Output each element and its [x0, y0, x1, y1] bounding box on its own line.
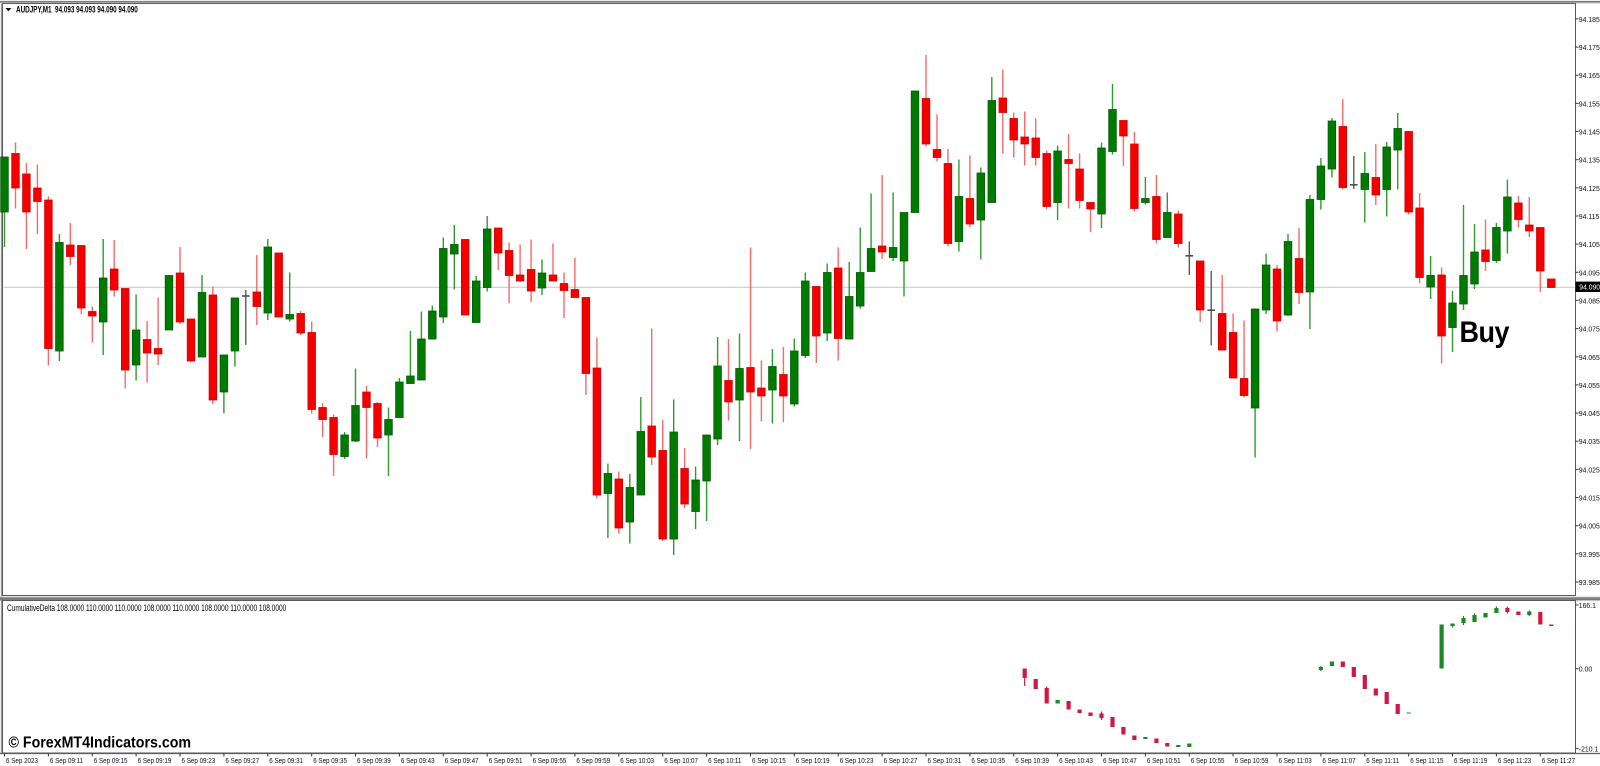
svg-text:6 Sep 10:59: 6 Sep 10:59: [1235, 758, 1269, 765]
svg-text:94.175: 94.175: [1579, 44, 1600, 52]
svg-text:6 Sep 10:03: 6 Sep 10:03: [620, 758, 654, 765]
svg-text:6 Sep 11:07: 6 Sep 11:07: [1322, 758, 1355, 765]
svg-text:6 Sep 11:11: 6 Sep 11:11: [1366, 758, 1399, 765]
svg-text:6 Sep 09:59: 6 Sep 09:59: [576, 758, 610, 765]
svg-text:94.145: 94.145: [1579, 128, 1600, 136]
svg-text:6 Sep 10:15: 6 Sep 10:15: [752, 758, 786, 765]
svg-text:94.155: 94.155: [1579, 100, 1600, 108]
svg-text:93.985: 93.985: [1579, 579, 1600, 587]
svg-text:94.065: 94.065: [1579, 354, 1600, 362]
svg-text:94.090: 94.090: [1579, 284, 1600, 291]
svg-text:6 Sep 11:03: 6 Sep 11:03: [1279, 758, 1312, 765]
svg-text:6 Sep 09:19: 6 Sep 09:19: [138, 758, 172, 765]
svg-text:6 Sep 11:27: 6 Sep 11:27: [1542, 758, 1575, 765]
svg-text:6 Sep 09:35: 6 Sep 09:35: [313, 758, 347, 765]
svg-text:6 Sep 09:47: 6 Sep 09:47: [445, 758, 479, 765]
svg-text:6 Sep 09:43: 6 Sep 09:43: [401, 758, 435, 765]
svg-text:Buy: Buy: [1460, 316, 1510, 350]
svg-text:6 Sep 11:15: 6 Sep 11:15: [1410, 758, 1443, 765]
svg-text:6 Sep 09:51: 6 Sep 09:51: [489, 758, 523, 765]
svg-text:6 Sep 09:11: 6 Sep 09:11: [50, 758, 83, 765]
svg-text:6 Sep 09:31: 6 Sep 09:31: [269, 758, 303, 765]
svg-text:94.025: 94.025: [1579, 466, 1600, 474]
svg-text:6 Sep 10:31: 6 Sep 10:31: [928, 758, 962, 765]
svg-text:94.035: 94.035: [1579, 438, 1600, 446]
svg-text:94.125: 94.125: [1579, 185, 1600, 193]
svg-text:6 Sep 10:35: 6 Sep 10:35: [971, 758, 1005, 765]
svg-text:94.105: 94.105: [1579, 241, 1600, 249]
svg-text:94.165: 94.165: [1579, 72, 1600, 80]
svg-text:6 Sep 10:07: 6 Sep 10:07: [664, 758, 698, 765]
svg-text:6 Sep 10:55: 6 Sep 10:55: [1191, 758, 1225, 765]
svg-text:6 Sep 10:47: 6 Sep 10:47: [1103, 758, 1137, 765]
svg-text:0.00: 0.00: [1579, 665, 1592, 673]
svg-text:6 Sep 09:39: 6 Sep 09:39: [357, 758, 391, 765]
svg-text:94.015: 94.015: [1579, 494, 1600, 502]
svg-text:94.055: 94.055: [1579, 382, 1600, 390]
svg-text:© ForexMT4Indicators.com: © ForexMT4Indicators.com: [9, 734, 192, 752]
svg-text:94.005: 94.005: [1579, 522, 1600, 530]
svg-text:CumulativeDelta 108.0000 110.0: CumulativeDelta 108.0000 110.0000 110.00…: [7, 603, 287, 613]
svg-text:6 Sep 10:19: 6 Sep 10:19: [796, 758, 830, 765]
svg-text:6 Sep 09:23: 6 Sep 09:23: [182, 758, 216, 765]
svg-text:94.135: 94.135: [1579, 156, 1600, 164]
svg-text:6 Sep 10:11: 6 Sep 10:11: [708, 758, 741, 765]
svg-text:93.995: 93.995: [1579, 551, 1600, 559]
svg-text:94.075: 94.075: [1579, 325, 1600, 333]
svg-text:166.1: 166.1: [1579, 602, 1596, 610]
svg-text:6 Sep 10:27: 6 Sep 10:27: [884, 758, 918, 765]
svg-text:6 Sep 11:19: 6 Sep 11:19: [1454, 758, 1487, 765]
svg-text:6 Sep 2023: 6 Sep 2023: [6, 758, 38, 765]
svg-text:6 Sep 10:51: 6 Sep 10:51: [1147, 758, 1181, 765]
svg-text:6 Sep 09:27: 6 Sep 09:27: [225, 758, 259, 765]
svg-text:-210.1: -210.1: [1579, 745, 1598, 753]
svg-text:94.095: 94.095: [1579, 269, 1600, 277]
svg-text:6 Sep 10:39: 6 Sep 10:39: [1015, 758, 1049, 765]
svg-text:6 Sep 11:23: 6 Sep 11:23: [1498, 758, 1531, 765]
svg-text:6 Sep 09:55: 6 Sep 09:55: [533, 758, 567, 765]
svg-text:6 Sep 10:23: 6 Sep 10:23: [840, 758, 874, 765]
svg-text:6 Sep 10:43: 6 Sep 10:43: [1059, 758, 1093, 765]
svg-text:94.085: 94.085: [1579, 297, 1600, 305]
svg-text:AUDJPY,M1 94.093 94.093 94.09: AUDJPY,M1 94.093 94.093 94.090 94.090: [16, 4, 138, 15]
svg-text:6 Sep 09:15: 6 Sep 09:15: [94, 758, 128, 765]
svg-text:94.045: 94.045: [1579, 410, 1600, 418]
svg-text:94.115: 94.115: [1579, 213, 1600, 221]
svg-text:94.185: 94.185: [1579, 16, 1600, 24]
